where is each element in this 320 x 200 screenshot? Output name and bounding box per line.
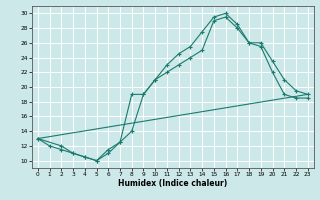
X-axis label: Humidex (Indice chaleur): Humidex (Indice chaleur) (118, 179, 228, 188)
